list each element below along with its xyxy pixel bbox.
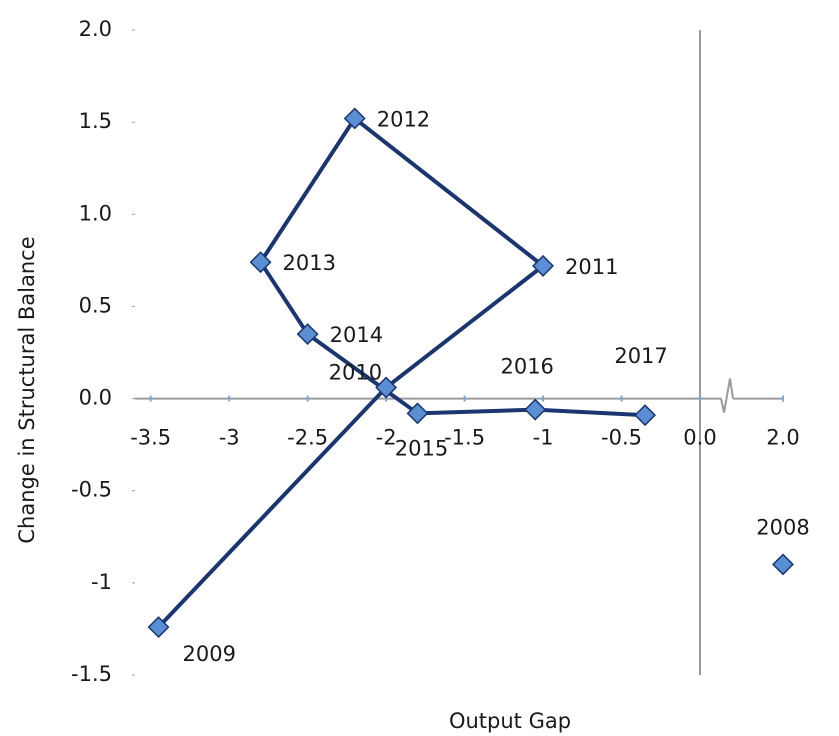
series-line	[157, 116, 646, 629]
y-tick-label: 2.0	[79, 17, 112, 41]
point-marker	[147, 616, 170, 639]
point-label: 2010	[329, 361, 382, 385]
point-label: 2009	[183, 642, 236, 666]
y-tick-label: 0.0	[79, 386, 112, 410]
x-tick-label: -2.5	[287, 426, 328, 450]
x-axis-title: Output Gap	[449, 709, 571, 733]
x-tick-label: -0.5	[601, 426, 642, 450]
y-tick-label: 1.0	[79, 201, 112, 225]
point-label: 2008	[756, 515, 809, 539]
point-label: 2012	[377, 107, 430, 131]
x-tick-label: 0.0	[683, 426, 716, 450]
point-label: 2016	[500, 355, 553, 379]
x-tick-label: 2.0	[766, 426, 799, 450]
point-marker	[524, 398, 547, 421]
y-tick-label: -1	[91, 570, 112, 594]
point-marker	[343, 107, 366, 130]
point-marker	[375, 376, 398, 399]
point-label: 2014	[330, 323, 383, 347]
x-tick-label: -3	[219, 426, 240, 450]
point-label: 2011	[565, 255, 618, 279]
x-tick-label: -2	[376, 426, 397, 450]
point-marker	[406, 402, 429, 425]
x-tick-label: -3.5	[130, 426, 171, 450]
y-tick-label: 0.5	[79, 293, 112, 317]
point-label: 2015	[395, 436, 448, 460]
x-tick-label: -1	[533, 426, 554, 450]
y-tick-label: -1.5	[71, 662, 112, 686]
point-marker	[532, 254, 555, 277]
point-label: 2013	[283, 251, 336, 275]
x-tick-label: -1.5	[444, 426, 485, 450]
point-marker	[772, 553, 794, 576]
y-tick-label: 1.5	[79, 109, 112, 133]
point-marker	[296, 323, 319, 346]
point-marker	[249, 251, 272, 274]
axis-break	[720, 378, 734, 413]
y-tick-label: -0.5	[71, 478, 112, 502]
y-axis-title: Change in Structural Balance	[15, 236, 39, 543]
point-label: 2017	[614, 344, 667, 368]
point-marker	[634, 404, 657, 427]
